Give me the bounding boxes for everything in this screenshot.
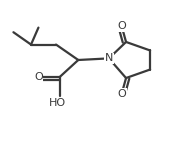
Text: HO: HO bbox=[48, 98, 66, 108]
Text: O: O bbox=[117, 89, 126, 99]
Text: O: O bbox=[117, 21, 126, 31]
Text: O: O bbox=[34, 72, 43, 82]
Text: N: N bbox=[105, 53, 113, 63]
